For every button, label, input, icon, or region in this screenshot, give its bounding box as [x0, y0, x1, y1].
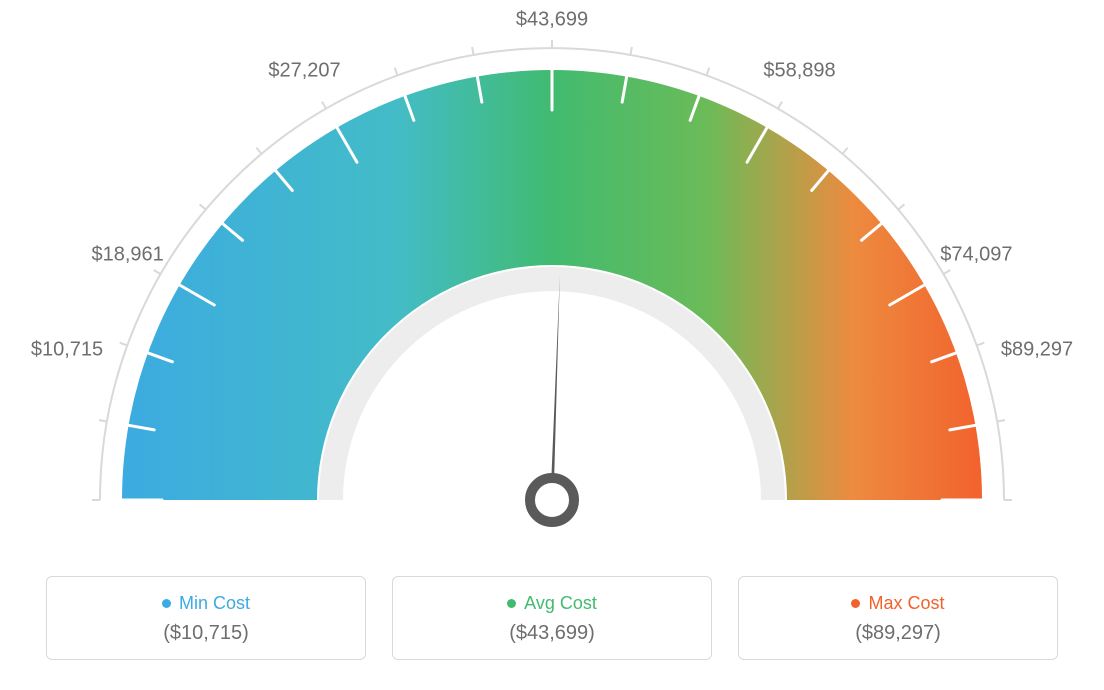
legend-title-min: Min Cost: [162, 593, 250, 614]
gauge-tick-label: $10,715: [31, 339, 103, 362]
legend-dot-max: [851, 599, 860, 608]
legend-card-max: Max Cost ($89,297): [738, 576, 1058, 660]
gauge-tick-label: $89,297: [1001, 339, 1073, 362]
gauge-svg: [0, 0, 1104, 560]
gauge-tick-label: $27,207: [268, 60, 340, 83]
gauge-tick-label: $18,961: [91, 244, 163, 267]
legend-title-text-max: Max Cost: [868, 593, 944, 614]
legend-title-max: Max Cost: [851, 593, 944, 614]
legend-value-max: ($89,297): [751, 622, 1045, 645]
gauge-tick-label: $43,699: [516, 9, 588, 32]
legend-title-text-avg: Avg Cost: [524, 593, 597, 614]
legend-row: Min Cost ($10,715) Avg Cost ($43,699) Ma…: [0, 576, 1104, 660]
legend-value-min: ($10,715): [59, 622, 353, 645]
legend-dot-avg: [507, 599, 516, 608]
legend-card-min: Min Cost ($10,715): [46, 576, 366, 660]
legend-title-avg: Avg Cost: [507, 593, 597, 614]
gauge-tick-label: $58,898: [763, 60, 835, 83]
legend-dot-min: [162, 599, 171, 608]
gauge-chart: $10,715 $18,961 $27,207 $43,699 $58,898 $74,0…: [0, 0, 1104, 560]
legend-title-text-min: Min Cost: [179, 593, 250, 614]
legend-card-avg: Avg Cost ($43,699): [392, 576, 712, 660]
legend-value-avg: ($43,699): [405, 622, 699, 645]
gauge-tick-label: $74,097: [940, 244, 1012, 267]
